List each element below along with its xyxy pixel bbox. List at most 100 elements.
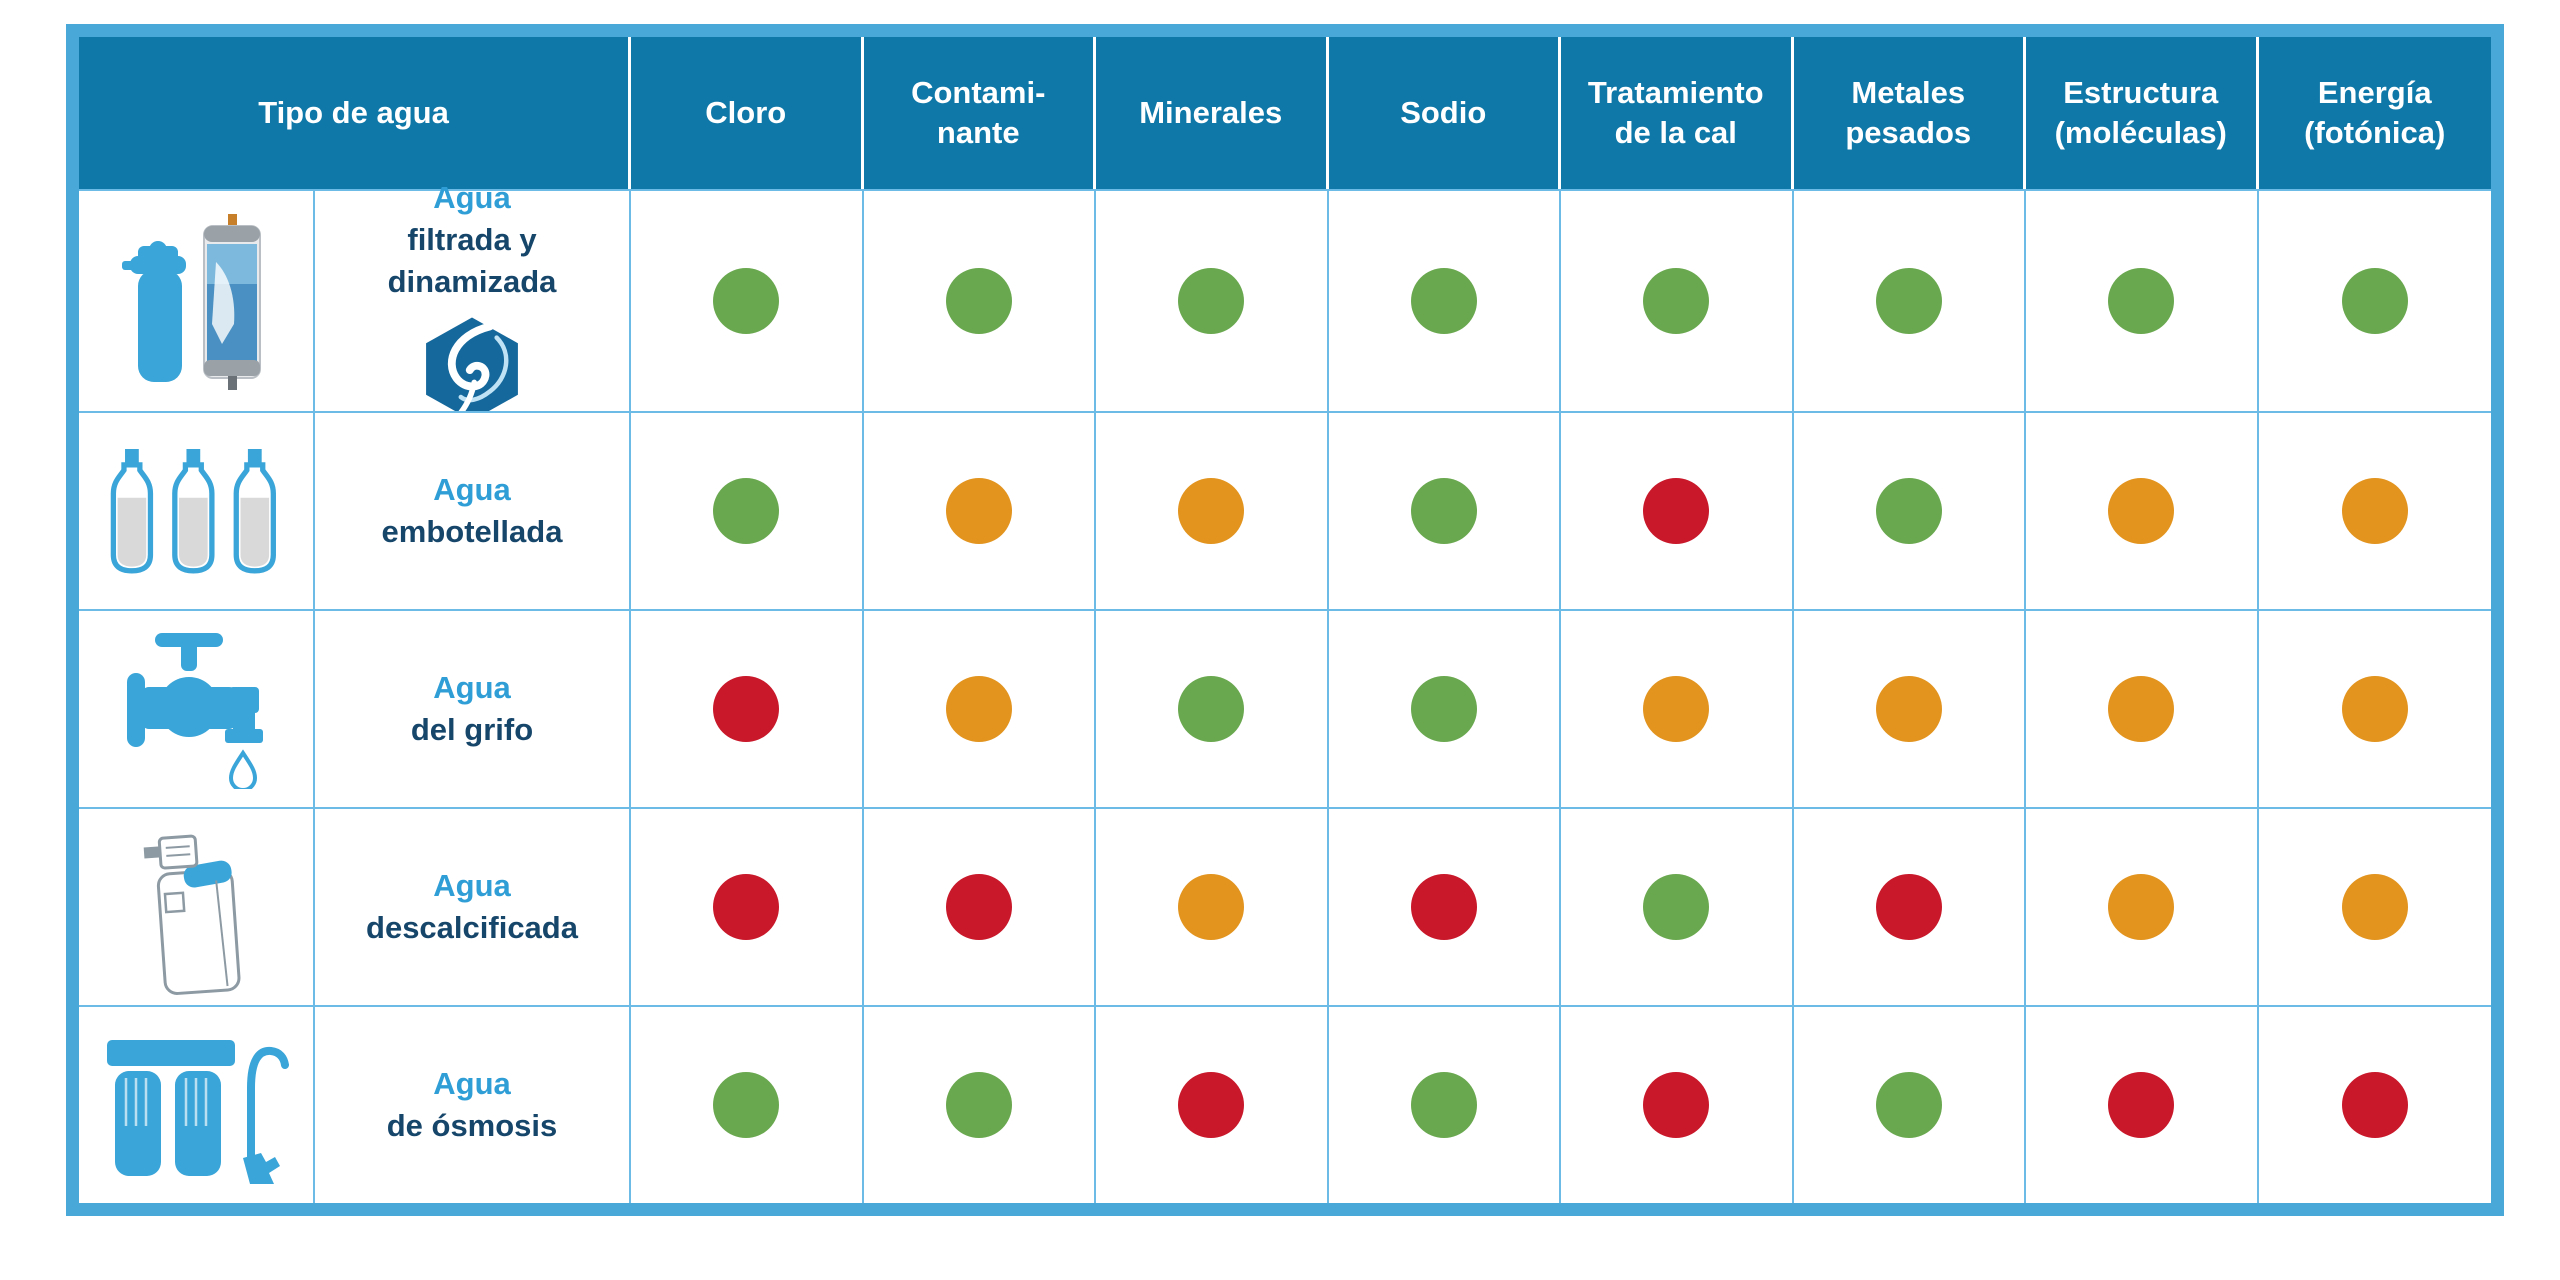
rating-dot <box>1178 874 1245 940</box>
header-label: Contami- nante <box>911 74 1046 150</box>
water-type-name: Agua <box>433 1066 511 1102</box>
header-cell-estructura: Estructura (moléculas) <box>2026 37 2259 189</box>
header-cell-minerales: Minerales <box>1096 37 1329 189</box>
rating-dot <box>713 478 780 544</box>
rating-cell <box>2258 189 2491 411</box>
rating-dot <box>2341 874 2408 940</box>
rating-dot <box>1643 676 1710 742</box>
rating-dot <box>945 1072 1012 1138</box>
rating-cell <box>1793 189 2026 411</box>
rating-cell <box>863 1005 1096 1203</box>
header-label: Tipo de agua <box>258 94 449 130</box>
water-type-label-cell: Agua embotellada <box>315 411 631 609</box>
rating-dot <box>1410 268 1477 334</box>
rating-cell <box>631 807 864 1005</box>
rating-cell <box>2258 411 2491 609</box>
rating-dot <box>1875 268 1942 334</box>
water-type-name: Agua <box>433 670 511 706</box>
rating-cell <box>1561 1005 1794 1203</box>
water-type-name-bold: embotellada <box>381 514 563 549</box>
rating-dot <box>2108 478 2175 544</box>
rating-dot <box>1178 268 1245 334</box>
rating-dot <box>713 676 780 742</box>
water-type-image-cell <box>79 1005 315 1203</box>
water-type-label-cell: Agua descalcificada <box>315 807 631 1005</box>
header-cell-cloro: Cloro <box>631 37 864 189</box>
rating-cell <box>863 609 1096 807</box>
rating-dot <box>1410 874 1477 940</box>
rating-cell <box>631 1005 864 1203</box>
rating-dot <box>2341 268 2408 334</box>
header-cell-energia: Energía (fotónica) <box>2258 37 2491 189</box>
tap-icon <box>127 633 263 789</box>
rating-cell <box>863 411 1096 609</box>
header-label: Estructura (moléculas) <box>2054 74 2227 150</box>
comparison-table: Tipo de agua Cloro Contami- nante Minera… <box>66 24 2504 1216</box>
header-label: Minerales <box>1139 94 1283 130</box>
water-type-name: Agua <box>433 472 511 508</box>
rating-cell <box>1793 1005 2026 1203</box>
rating-dot <box>945 676 1012 742</box>
rating-dot <box>1875 874 1942 940</box>
rating-dot <box>945 478 1012 544</box>
rating-dot <box>2341 1072 2408 1138</box>
rating-cell <box>2026 411 2259 609</box>
vortex-hexagon-logo-icon <box>426 317 518 421</box>
rating-dot <box>2108 874 2175 940</box>
rating-dot <box>2341 478 2408 544</box>
rating-cell <box>1328 807 1561 1005</box>
filter-cartridge-icon <box>122 213 261 390</box>
rating-dot <box>2108 1072 2175 1138</box>
rating-dot <box>945 874 1012 940</box>
header-cell-metales-pesados: Metales pesados <box>1793 37 2026 189</box>
rating-cell <box>863 807 1096 1005</box>
rating-cell <box>631 189 864 411</box>
rating-cell <box>1328 1005 1561 1203</box>
osmosis-filter-icon <box>106 1040 289 1184</box>
water-type-image-cell <box>79 807 315 1005</box>
rating-dot <box>1178 478 1245 544</box>
water-type-name-bold: descalcificada <box>366 910 578 945</box>
rating-dot <box>1410 478 1477 544</box>
rating-dot <box>2108 268 2175 334</box>
header-label: Tratamiento de la cal <box>1587 74 1764 150</box>
header-label: Energía (fotónica) <box>2304 74 2446 150</box>
water-type-label-cell: Agua filtrada y dinamizada <box>315 180 631 421</box>
rating-dot <box>2341 676 2408 742</box>
rating-dot <box>1643 1072 1710 1138</box>
rating-cell <box>1096 1005 1329 1203</box>
rating-cell <box>1561 189 1794 411</box>
water-type-image-cell <box>79 609 315 807</box>
water-type-image-cell <box>79 411 315 609</box>
water-softener-icon <box>143 834 241 995</box>
header-cell-tipo-de-agua: Tipo de agua <box>79 37 631 189</box>
water-type-name-bold: filtrada y dinamizada <box>387 222 557 299</box>
rating-cell <box>1328 609 1561 807</box>
rating-cell <box>2026 189 2259 411</box>
water-type-label-cell: Agua del grifo <box>315 609 631 807</box>
rating-dot <box>1410 1072 1477 1138</box>
header-cell-tratamiento-cal: Tratamiento de la cal <box>1561 37 1794 189</box>
rating-dot <box>1178 676 1245 742</box>
rating-cell <box>1793 807 2026 1005</box>
rating-cell <box>2026 807 2259 1005</box>
rating-dot <box>1875 478 1942 544</box>
rating-cell <box>1096 807 1329 1005</box>
rating-cell <box>2026 609 2259 807</box>
rating-dot <box>945 268 1012 334</box>
water-type-label-cell: Agua de ósmosis <box>315 1005 631 1203</box>
header-label: Cloro <box>705 94 787 130</box>
rating-cell <box>1096 609 1329 807</box>
rating-dot <box>1410 676 1477 742</box>
rating-dot <box>713 874 780 940</box>
header-cell-sodio: Sodio <box>1328 37 1561 189</box>
water-type-name: Agua <box>433 180 511 216</box>
rating-cell <box>631 411 864 609</box>
rating-cell <box>2258 1005 2491 1203</box>
header-cell-contaminante: Contami- nante <box>863 37 1096 189</box>
rating-dot <box>1643 478 1710 544</box>
rating-cell <box>2258 807 2491 1005</box>
rating-dot <box>713 268 780 334</box>
rating-dot <box>713 1072 780 1138</box>
rating-dot <box>1643 874 1710 940</box>
